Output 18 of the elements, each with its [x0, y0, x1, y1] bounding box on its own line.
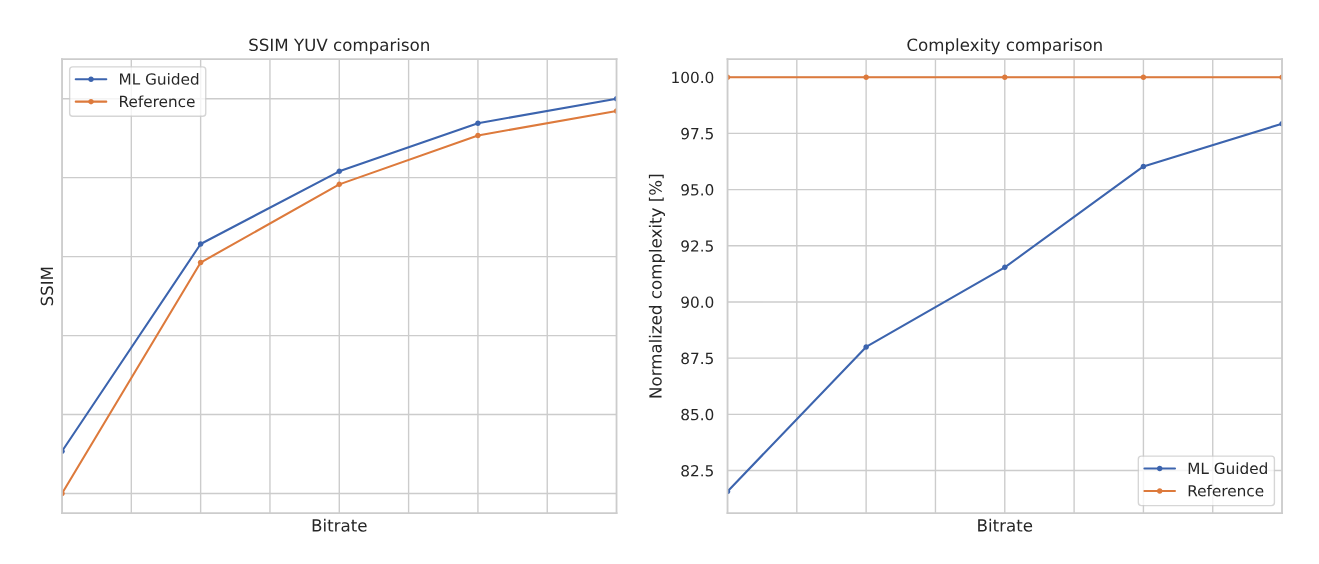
y-tick-label: 85.0 — [681, 408, 714, 421]
legend-label: Reference — [120, 95, 195, 108]
y-tick-label: 82.5 — [681, 465, 713, 477]
x-axis-title: Bitrate — [978, 518, 1033, 532]
y-tick-label: 90.0 — [681, 296, 714, 308]
y-tick-label: 92.5 — [681, 240, 713, 252]
x-axis-title: Bitrate — [312, 518, 367, 532]
y-tick-label: 100.0 — [672, 71, 714, 84]
y-tick-label: 97.5 — [681, 127, 713, 140]
y-tick-label: 95.0 — [681, 184, 714, 196]
y-tick-label: 87.5 — [681, 352, 713, 365]
legend-label: ML Guided — [1188, 462, 1267, 475]
y-axis-title: SSIM — [40, 267, 54, 306]
chart-title: SSIM YUV comparison — [249, 38, 429, 55]
y-axis-title: Normalized complexity [%] — [648, 174, 665, 398]
legend-label: ML Guided — [120, 72, 199, 85]
chart-title: Complexity comparison — [907, 38, 1102, 55]
legend-label: Reference — [1188, 484, 1264, 497]
